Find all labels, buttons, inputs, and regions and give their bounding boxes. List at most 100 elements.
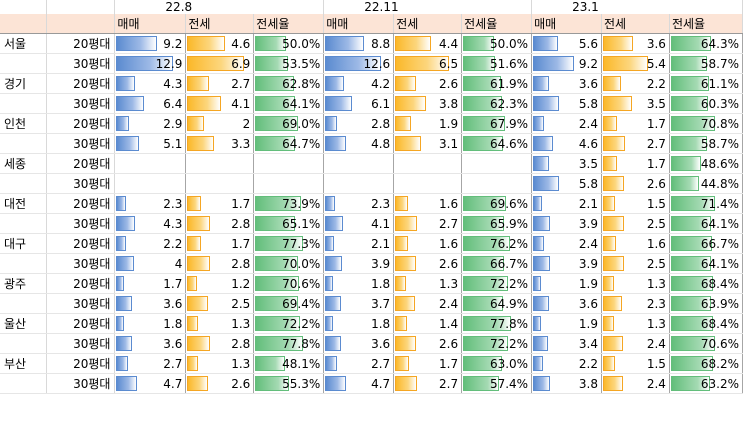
ratio-cell[interactable] xyxy=(461,153,533,174)
sale-cell[interactable] xyxy=(114,153,187,174)
sale-cell[interactable]: 1.7 xyxy=(114,273,187,294)
sale-cell[interactable]: 2.7 xyxy=(323,353,395,374)
ratio-cell[interactable]: 76.2% xyxy=(461,233,533,254)
jeonse-cell[interactable]: 1.5 xyxy=(601,353,670,374)
region-cell[interactable]: 인천 xyxy=(0,113,48,134)
ratio-cell[interactable]: 51.6% xyxy=(461,53,533,74)
jeonse-cell[interactable]: 2.8 xyxy=(185,213,255,234)
sale-cell[interactable]: 5.8 xyxy=(531,93,603,114)
jeonse-cell[interactable]: 2.6 xyxy=(601,173,670,194)
ratio-cell[interactable]: 64.7% xyxy=(253,133,325,154)
ratio-cell[interactable]: 50.0% xyxy=(253,33,325,54)
sale-cell[interactable]: 2.1 xyxy=(323,233,395,254)
region-cell[interactable]: 세종 xyxy=(0,153,48,174)
region-cell[interactable]: 울산 xyxy=(0,313,48,334)
sale-cell[interactable]: 4.7 xyxy=(114,373,187,394)
ratio-cell[interactable]: 63.2% xyxy=(669,373,743,394)
sale-cell[interactable]: 4.6 xyxy=(531,133,603,154)
jeonse-cell[interactable]: 3.1 xyxy=(393,133,463,154)
ratio-cell[interactable]: 57.4% xyxy=(461,373,533,394)
region-cell[interactable] xyxy=(0,53,48,74)
sale-cell[interactable]: 5.6 xyxy=(531,33,603,54)
ratio-cell[interactable]: 62.8% xyxy=(253,73,325,94)
ratio-cell[interactable]: 68.4% xyxy=(669,313,743,334)
ratio-cell[interactable]: 70.6% xyxy=(669,333,743,354)
ratio-cell[interactable]: 72.2% xyxy=(253,313,325,334)
jeonse-cell[interactable]: 2.6 xyxy=(393,253,463,274)
sale-cell[interactable]: 2.3 xyxy=(114,193,187,214)
jeonse-cell[interactable]: 4.4 xyxy=(393,33,463,54)
sale-cell[interactable] xyxy=(323,173,395,194)
ratio-cell[interactable]: 71.4% xyxy=(669,193,743,214)
ratio-cell[interactable]: 66.7% xyxy=(669,233,743,254)
ratio-cell[interactable] xyxy=(461,173,533,194)
region-cell[interactable] xyxy=(0,333,48,354)
jeonse-cell[interactable]: 2.8 xyxy=(185,333,255,354)
size-cell[interactable]: 30평대 xyxy=(46,173,116,194)
sale-cell[interactable]: 9.2 xyxy=(114,33,187,54)
sale-cell[interactable]: 1.8 xyxy=(114,313,187,334)
jeonse-cell[interactable]: 1.7 xyxy=(185,233,255,254)
sale-cell[interactable]: 3.6 xyxy=(323,333,395,354)
ratio-cell[interactable]: 68.2% xyxy=(669,353,743,374)
sale-cell[interactable]: 5.8 xyxy=(531,173,603,194)
region-cell[interactable]: 서울 xyxy=(0,33,48,54)
ratio-cell[interactable]: 77.8% xyxy=(253,333,325,354)
sale-cell[interactable]: 8.8 xyxy=(323,33,395,54)
size-cell[interactable]: 30평대 xyxy=(46,133,116,154)
region-cell[interactable] xyxy=(0,293,48,314)
ratio-cell[interactable]: 69.6% xyxy=(461,193,533,214)
sale-cell[interactable]: 4.2 xyxy=(323,73,395,94)
sale-cell[interactable] xyxy=(323,153,395,174)
jeonse-cell[interactable]: 6.9 xyxy=(185,53,255,74)
size-cell[interactable]: 20평대 xyxy=(46,193,116,214)
ratio-cell[interactable]: 55.3% xyxy=(253,373,325,394)
size-cell[interactable]: 20평대 xyxy=(46,233,116,254)
size-cell[interactable]: 30평대 xyxy=(46,253,116,274)
sale-cell[interactable]: 4.8 xyxy=(323,133,395,154)
sale-cell[interactable]: 2.9 xyxy=(114,113,187,134)
jeonse-cell[interactable]: 2.5 xyxy=(601,253,670,274)
jeonse-cell[interactable]: 1.7 xyxy=(185,193,255,214)
sale-cell[interactable]: 3.6 xyxy=(531,293,603,314)
ratio-cell[interactable]: 58.7% xyxy=(669,133,743,154)
region-cell[interactable] xyxy=(0,133,48,154)
sale-cell[interactable]: 1.9 xyxy=(531,273,603,294)
size-cell[interactable]: 30평대 xyxy=(46,93,116,114)
size-cell[interactable]: 20평대 xyxy=(46,273,116,294)
ratio-cell[interactable]: 53.5% xyxy=(253,53,325,74)
sale-cell[interactable]: 2.7 xyxy=(114,353,187,374)
jeonse-cell[interactable]: 2.4 xyxy=(601,373,670,394)
jeonse-cell[interactable]: 2.2 xyxy=(601,73,670,94)
region-cell[interactable] xyxy=(0,173,48,194)
ratio-cell[interactable]: 77.8% xyxy=(461,313,533,334)
sale-cell[interactable]: 12.9 xyxy=(114,53,187,74)
ratio-cell[interactable]: 64.1% xyxy=(669,213,743,234)
sale-cell[interactable]: 3.9 xyxy=(323,253,395,274)
jeonse-cell[interactable]: 2.7 xyxy=(393,213,463,234)
jeonse-cell[interactable]: 1.3 xyxy=(601,313,670,334)
ratio-cell[interactable]: 44.8% xyxy=(669,173,743,194)
sale-cell[interactable]: 3.4 xyxy=(531,333,603,354)
jeonse-cell[interactable]: 6.5 xyxy=(393,53,463,74)
jeonse-cell[interactable] xyxy=(393,153,463,174)
sale-cell[interactable]: 4.3 xyxy=(114,213,187,234)
jeonse-cell[interactable]: 2.8 xyxy=(185,253,255,274)
region-cell[interactable] xyxy=(0,93,48,114)
jeonse-cell[interactable]: 2.7 xyxy=(393,373,463,394)
ratio-cell[interactable] xyxy=(253,153,325,174)
jeonse-cell[interactable]: 2.6 xyxy=(393,73,463,94)
jeonse-cell[interactable]: 1.3 xyxy=(393,273,463,294)
sale-cell[interactable]: 2.4 xyxy=(531,113,603,134)
jeonse-cell[interactable]: 3.8 xyxy=(393,93,463,114)
ratio-cell[interactable]: 48.1% xyxy=(253,353,325,374)
region-cell[interactable]: 광주 xyxy=(0,273,48,294)
jeonse-cell[interactable]: 2.3 xyxy=(601,293,670,314)
sale-cell[interactable]: 5.1 xyxy=(114,133,187,154)
jeonse-cell[interactable]: 1.6 xyxy=(601,233,670,254)
ratio-cell[interactable]: 64.3% xyxy=(669,33,743,54)
ratio-cell[interactable]: 65.9% xyxy=(461,213,533,234)
ratio-cell[interactable]: 62.3% xyxy=(461,93,533,114)
region-cell[interactable]: 부산 xyxy=(0,353,48,374)
ratio-cell[interactable]: 66.7% xyxy=(461,253,533,274)
